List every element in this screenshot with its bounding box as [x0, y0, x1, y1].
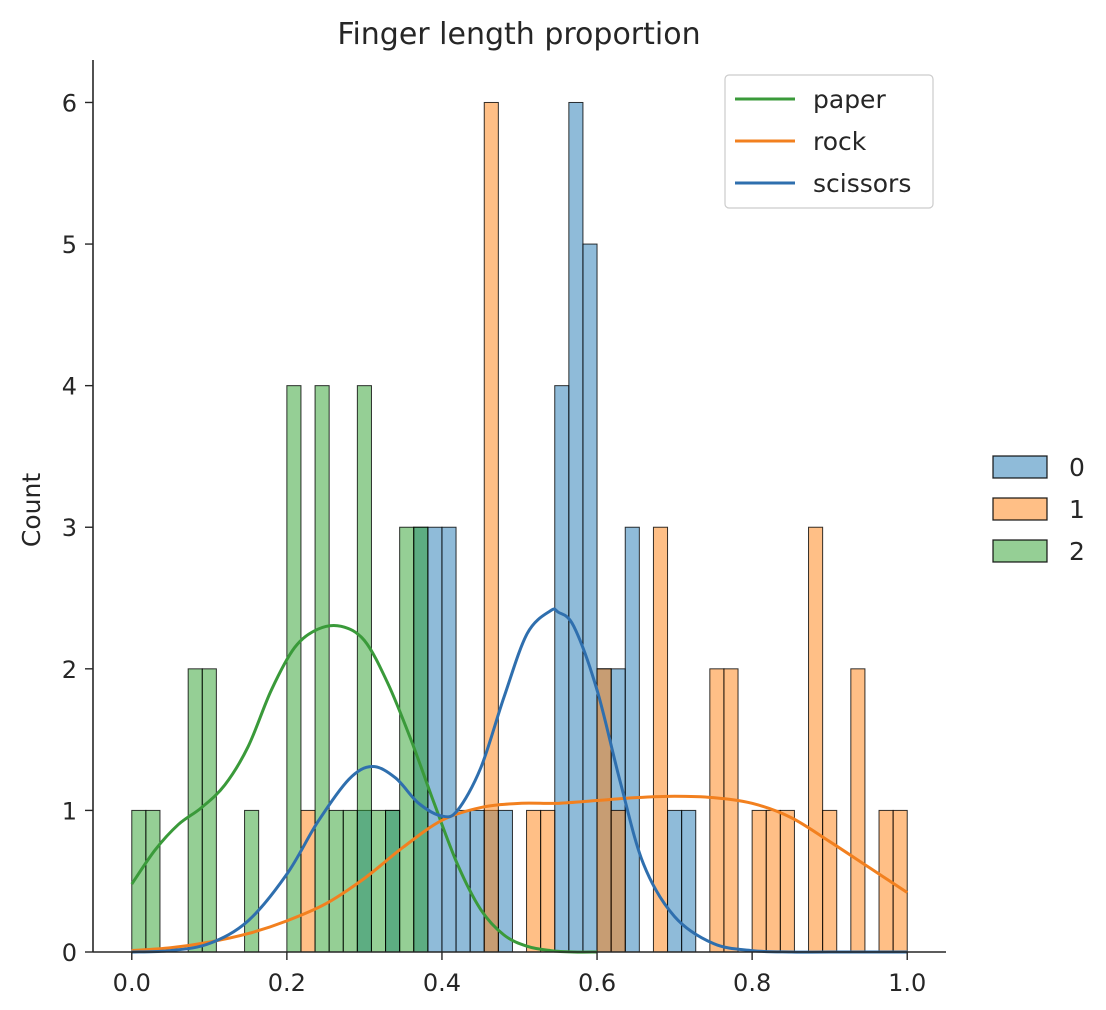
histogram-bar: [624, 526, 640, 953]
hue-legend-swatch: [992, 497, 1048, 521]
histogram-bar: [356, 385, 372, 953]
hue-legend: 0 1 2: [992, 453, 1085, 566]
histogram-bar: [455, 809, 471, 953]
histogram-bar: [413, 526, 429, 953]
y-tick-label: 0: [62, 939, 77, 967]
histogram-bar: [370, 809, 387, 953]
histogram-bar: [667, 809, 683, 953]
y-tick-label: 5: [62, 231, 77, 259]
kde-line-rock: [131, 794, 909, 953]
y-tick-label: 4: [62, 373, 77, 401]
x-tick-label: 0.6: [578, 969, 616, 997]
histogram-bar: [808, 526, 824, 953]
hue-legend-label: 1: [1069, 495, 1085, 524]
x-tick-label: 0.2: [268, 969, 306, 997]
histogram-bar: [427, 526, 443, 953]
histogram-bar: [540, 809, 556, 953]
kde-line-paper: [130, 623, 598, 954]
histogram-bar: [765, 809, 781, 953]
histogram-bar: [483, 101, 499, 953]
x-tick-label: 0.8: [733, 969, 771, 997]
y-tick-label: 1: [62, 797, 77, 825]
x-tick-label: 0.0: [113, 969, 151, 997]
histogram-bar: [779, 809, 795, 953]
hue-legend-label: 2: [1069, 537, 1085, 566]
y-tick-label: 3: [62, 514, 77, 542]
histogram-bars: [131, 101, 908, 953]
histogram-bar: [610, 809, 626, 953]
line-legend: paper rock scissors: [724, 74, 934, 209]
histogram-bar: [201, 668, 217, 953]
histogram-bar: [328, 809, 344, 953]
line-legend-label: scissors: [813, 169, 911, 198]
histogram-bar: [342, 809, 358, 953]
y-tick-label: 2: [62, 656, 77, 684]
line-legend-box: [724, 74, 934, 209]
histogram-bar: [286, 385, 302, 953]
histogram-bar: [582, 243, 598, 953]
histogram-bar: [822, 809, 838, 953]
kde-curves: [130, 607, 909, 954]
hue-legend-label: 0: [1069, 453, 1085, 482]
histogram-bar: [469, 809, 485, 953]
hue-legend-swatch: [992, 455, 1048, 479]
y-tick-label: 6: [62, 89, 77, 117]
histogram-bar: [385, 809, 401, 953]
y-axis-label: Count: [17, 473, 46, 547]
chart-title: Finger length proportion: [337, 17, 700, 52]
histogram-bar: [751, 809, 767, 953]
histogram-bar: [145, 809, 161, 953]
histogram-bar: [526, 809, 542, 953]
histogram-bar: [441, 526, 457, 953]
histogram-bar: [554, 385, 570, 953]
line-legend-label: rock: [813, 127, 867, 156]
histogram-bar: [568, 101, 584, 953]
kde-line-scissors: [131, 607, 908, 954]
histogram-bar: [723, 668, 739, 953]
histogram-bar: [709, 668, 725, 953]
line-legend-label: paper: [813, 85, 886, 114]
histogram-bar: [850, 668, 866, 953]
axes: 0.0 0.2 0.4 0.6 0.8 1.0 0 1 2 3 4 5 6: [62, 60, 946, 997]
hue-legend-swatch: [992, 539, 1048, 563]
x-tick-label: 0.4: [423, 969, 461, 997]
histogram-bar: [892, 809, 908, 953]
x-tick-label: 1.0: [888, 969, 926, 997]
histogram-bar: [314, 385, 330, 953]
